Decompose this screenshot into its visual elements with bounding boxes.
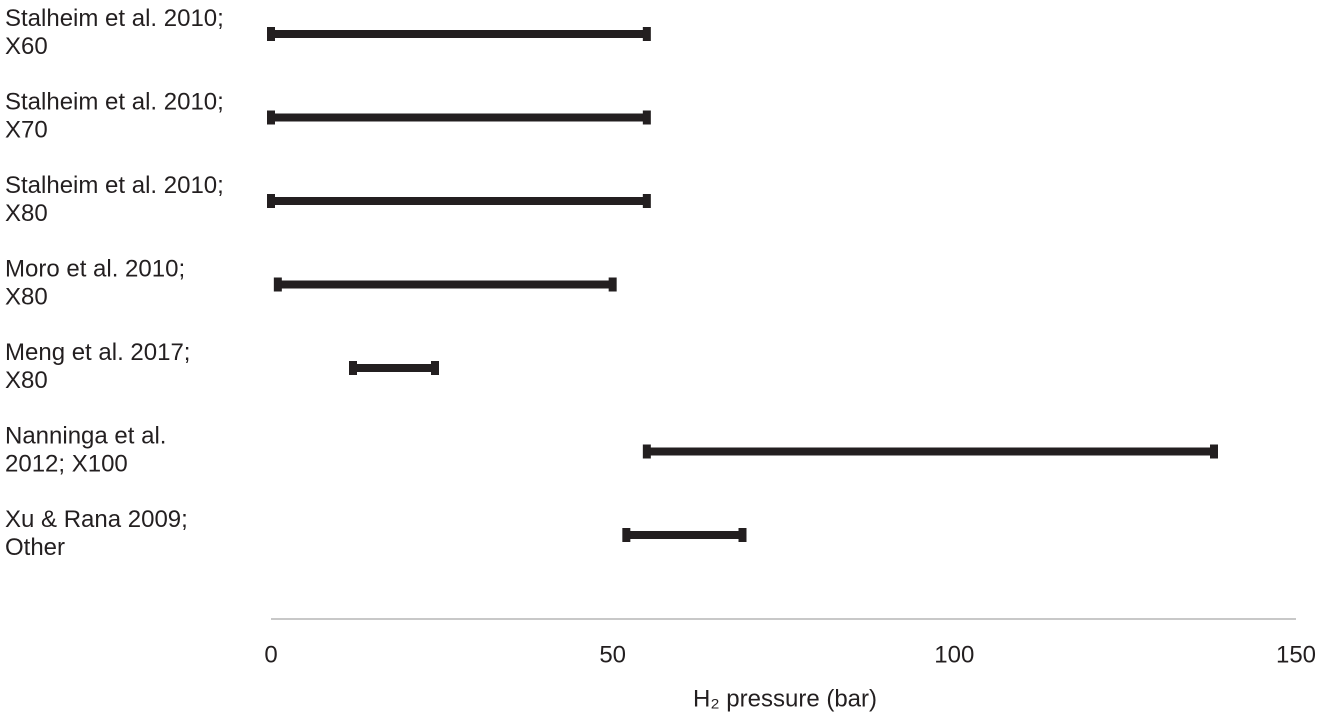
- y-category-line: Xu & Rana 2009;: [5, 506, 188, 533]
- y-category-line: X80: [5, 367, 48, 394]
- range-cap-end: [642, 194, 651, 208]
- y-category-label: Stalheim et al. 2010; X70: [5, 89, 224, 144]
- x-tick-label: 100: [934, 641, 974, 668]
- range-cap-end: [738, 528, 747, 542]
- range-cap-start: [267, 27, 275, 41]
- range-bar: [277, 280, 613, 289]
- y-category-line: X70: [5, 117, 48, 144]
- range-cap-start: [273, 277, 282, 292]
- range-bar: [271, 113, 647, 122]
- y-category-line: X80: [5, 200, 48, 227]
- range-cap-start: [622, 528, 631, 542]
- y-category-line: 2012; X100: [5, 451, 128, 478]
- range-bar: [646, 447, 1214, 456]
- y-category-line: Stalheim et al. 2010;: [5, 172, 224, 199]
- range-cap-end: [1210, 444, 1218, 459]
- range-cap-start: [267, 110, 275, 125]
- y-category-line: Stalheim et al. 2010;: [5, 89, 224, 116]
- y-category-line: Moro et al. 2010;: [5, 256, 185, 283]
- y-category-label: Xu & Rana 2009; Other: [5, 506, 188, 561]
- range-cap-start: [267, 194, 275, 208]
- range-cap-start: [642, 444, 651, 459]
- y-category-label: Meng et al. 2017; X80: [5, 339, 190, 394]
- y-category-label: Stalheim et al. 2010; X80: [5, 172, 224, 227]
- y-category-label: Stalheim et al. 2010; X60: [5, 5, 224, 60]
- range-cap-end: [431, 361, 439, 375]
- y-category-label: Nanninga et al. 2012; X100: [5, 423, 166, 478]
- y-category-line: X60: [5, 33, 48, 60]
- range-cap-end: [642, 110, 651, 125]
- y-category-line: Meng et al. 2017;: [5, 339, 190, 366]
- range-bar: [353, 364, 435, 372]
- y-category-line: Stalheim et al. 2010;: [5, 5, 224, 32]
- y-category-line: X80: [5, 284, 48, 311]
- x-axis-label: H₂ pressure (bar): [693, 685, 877, 712]
- x-tick-label: 50: [599, 641, 626, 668]
- range-cap-end: [608, 277, 617, 292]
- y-category-line: Other: [5, 534, 65, 561]
- range-cap-start: [349, 361, 357, 375]
- range-bar: [626, 531, 743, 539]
- y-category-label: Moro et al. 2010; X80: [5, 256, 185, 311]
- range-bar: [271, 30, 647, 38]
- range-bar: [271, 197, 647, 205]
- range-cap-end: [642, 27, 651, 41]
- x-tick-label: 150: [1276, 641, 1316, 668]
- x-tick-label: 0: [264, 641, 277, 668]
- y-category-line: Nanninga et al.: [5, 423, 166, 450]
